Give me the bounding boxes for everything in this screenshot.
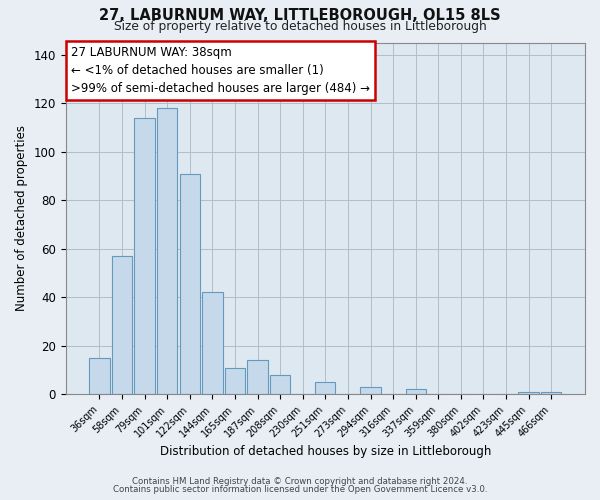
Text: Size of property relative to detached houses in Littleborough: Size of property relative to detached ho… <box>113 20 487 33</box>
Bar <box>270 375 290 394</box>
Bar <box>157 108 178 395</box>
Text: 27, LABURNUM WAY, LITTLEBOROUGH, OL15 8LS: 27, LABURNUM WAY, LITTLEBOROUGH, OL15 8L… <box>99 8 501 22</box>
Bar <box>406 390 426 394</box>
Bar <box>202 292 223 394</box>
X-axis label: Distribution of detached houses by size in Littleborough: Distribution of detached houses by size … <box>160 444 491 458</box>
Text: 27 LABURNUM WAY: 38sqm
← <1% of detached houses are smaller (1)
>99% of semi-det: 27 LABURNUM WAY: 38sqm ← <1% of detached… <box>71 46 370 95</box>
Bar <box>225 368 245 394</box>
Bar <box>179 174 200 394</box>
Text: Contains HM Land Registry data © Crown copyright and database right 2024.: Contains HM Land Registry data © Crown c… <box>132 477 468 486</box>
Bar <box>112 256 132 394</box>
Bar <box>315 382 335 394</box>
Bar <box>89 358 110 395</box>
Bar <box>541 392 562 394</box>
Bar <box>518 392 539 394</box>
Bar <box>361 387 380 394</box>
Bar <box>247 360 268 394</box>
Y-axis label: Number of detached properties: Number of detached properties <box>15 126 28 312</box>
Bar <box>134 118 155 394</box>
Text: Contains public sector information licensed under the Open Government Licence v3: Contains public sector information licen… <box>113 485 487 494</box>
